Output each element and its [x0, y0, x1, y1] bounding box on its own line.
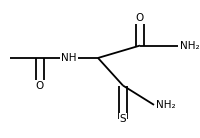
Text: NH: NH [61, 53, 77, 63]
Text: NH₂: NH₂ [156, 100, 176, 110]
Text: NH₂: NH₂ [180, 41, 200, 51]
Text: O: O [136, 13, 144, 23]
Text: S: S [120, 114, 126, 124]
Text: O: O [36, 81, 44, 91]
